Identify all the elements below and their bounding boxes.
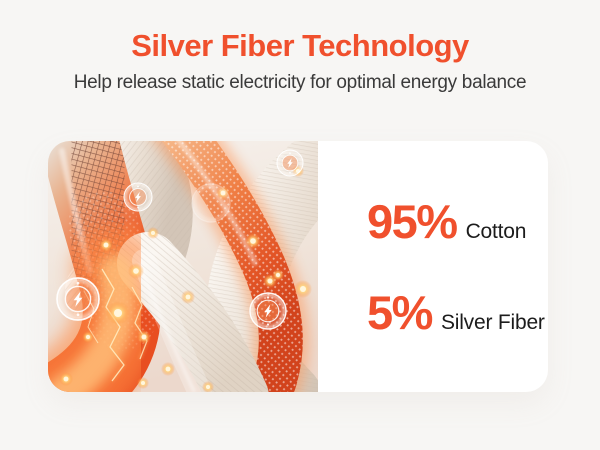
lightning-bolt-icon [249,292,287,330]
composition-stats: 95% Cotton 5% Silver Fiber [318,141,548,392]
feature-card: 95% Cotton 5% Silver Fiber [48,141,548,392]
cotton-label: Cotton [465,219,527,243]
lightning-bolt-icon [276,149,304,177]
glass-bubble [191,183,231,223]
fiber-glow [48,227,163,392]
silver-fiber-percentage: 5% [367,285,433,339]
lightning-bolt-icon [56,277,100,321]
banner-header: Silver Fiber Technology Help release sta… [0,0,600,95]
page-subtitle: Help release static electricity for opti… [73,72,527,93]
sparkles [59,165,312,392]
lightning-bolt-icon [123,182,153,212]
page-title: Silver Fiber Technology [131,28,469,63]
promo-banner: Silver Fiber Technology Help release sta… [0,0,600,392]
cotton-percentage: 95% [367,194,458,248]
silver-fiber-label: Silver Fiber [440,310,545,334]
glass-strand [132,249,212,392]
stat-silver-fiber: 5% Silver Fiber [367,289,548,336]
stat-cotton: 95% Cotton [367,198,548,245]
fiber-illustration [48,141,318,392]
